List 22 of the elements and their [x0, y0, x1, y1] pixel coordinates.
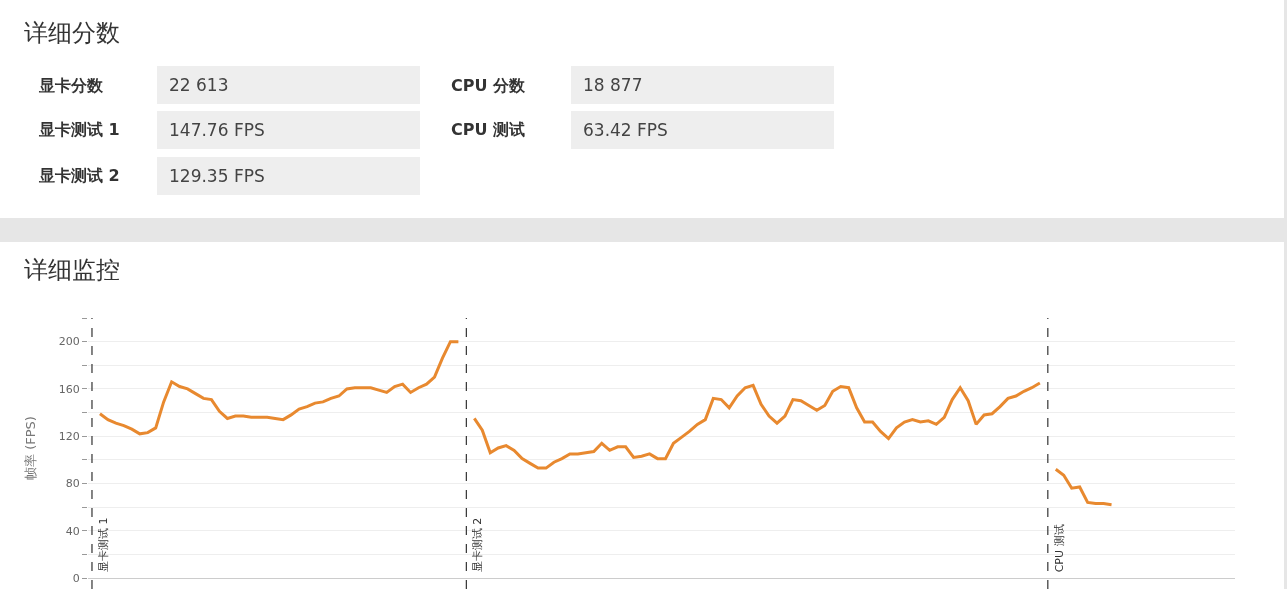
- chart-title: 详细监控: [24, 256, 120, 284]
- text: 22 613: [169, 75, 229, 95]
- text: 63.42 FPS: [583, 120, 668, 140]
- annotation: 显卡测试 2: [471, 517, 485, 573]
- text: 显卡分数: [38, 76, 104, 95]
- text: 详细分数: [24, 19, 120, 47]
- text: 147.76 FPS: [169, 120, 265, 140]
- y-tick-label: 0: [72, 571, 80, 585]
- y-tick-label: 160: [58, 382, 80, 396]
- y-tick-label: 80: [65, 477, 80, 491]
- annotation: 显卡测试 1: [96, 517, 110, 572]
- text: 显卡测试 1: [38, 120, 120, 139]
- text: CPU 分数: [451, 76, 527, 95]
- y-axis-title: 帧率 (FPS): [22, 416, 38, 480]
- text: CPU 测试: [451, 120, 526, 139]
- text: 显卡测试 2: [38, 166, 120, 185]
- text: 129.35 FPS: [169, 166, 265, 186]
- text: 18 877: [583, 75, 643, 95]
- annotation: CPU 测试: [1053, 524, 1067, 573]
- y-tick-label: 200: [58, 335, 80, 349]
- y-tick-label: 40: [65, 524, 80, 538]
- y-tick-label: 120: [58, 430, 80, 444]
